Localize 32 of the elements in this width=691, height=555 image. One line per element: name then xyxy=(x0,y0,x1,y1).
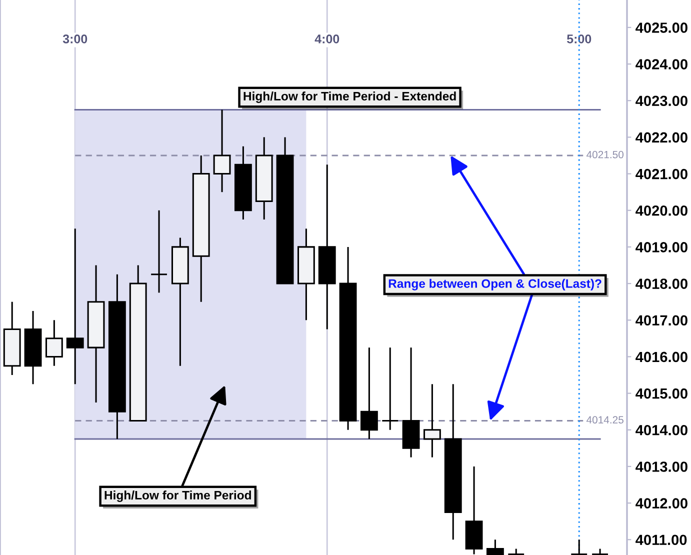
ref-line-label: 4014.25 xyxy=(586,416,624,424)
ref-line-label: 4021.50 xyxy=(586,150,624,158)
annotation: High/Low for Time Period - Extended xyxy=(244,92,456,103)
y-tick-label: 4023.00 xyxy=(636,96,688,106)
annotation: High/Low for Time Period xyxy=(104,490,251,502)
y-tick-label: 4012.00 xyxy=(636,498,688,508)
candlestick xyxy=(486,538,504,555)
x-tick-label: 3:00 xyxy=(62,34,88,44)
candlestick xyxy=(213,108,231,193)
y-tick-label: 4022.00 xyxy=(636,132,688,143)
candlestick xyxy=(45,319,63,367)
candlestick xyxy=(423,383,441,458)
y-tick-label: 4019.00 xyxy=(636,242,688,252)
candlestick xyxy=(360,346,378,440)
y-tick-label: 4024.00 xyxy=(636,59,688,70)
y-tick-label: 4020.00 xyxy=(636,205,688,216)
y-tick-label: 4025.00 xyxy=(636,22,688,33)
y-tick-label: 4018.00 xyxy=(636,278,688,289)
x-tick-label: 4:00 xyxy=(314,34,340,44)
candlestick xyxy=(381,346,399,431)
y-tick-label: 4015.00 xyxy=(636,388,688,399)
candlestick xyxy=(150,210,168,294)
y-tick-label: 4013.00 xyxy=(636,462,688,472)
candlestick xyxy=(66,228,84,385)
y-tick-label: 4016.00 xyxy=(636,352,688,362)
y-tick-label: 4011.00 xyxy=(636,534,687,546)
y-tick-label: 4014.00 xyxy=(636,424,688,436)
annotation: Range between Open & Close(Last)? xyxy=(388,278,602,290)
candlestick xyxy=(570,538,588,555)
y-tick-label: 4021.00 xyxy=(636,168,688,180)
x-tick-label: 5:00 xyxy=(566,34,592,44)
y-tick-label: 4017.00 xyxy=(636,315,688,326)
